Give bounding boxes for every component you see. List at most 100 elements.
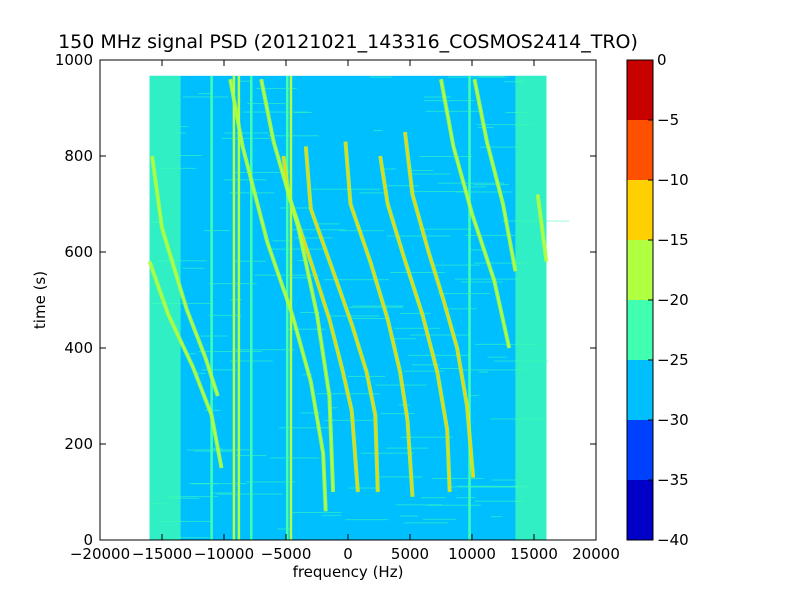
x-tick-label: 5000	[391, 545, 429, 563]
noise-streak	[157, 260, 207, 262]
noise-streak	[369, 76, 392, 78]
noise-streak	[473, 262, 530, 264]
noise-streak	[324, 419, 374, 421]
noise-streak	[380, 168, 397, 170]
noise-streak	[158, 520, 213, 522]
noise-streak	[256, 87, 297, 89]
colorbar-level	[627, 120, 653, 180]
noise-streak	[267, 135, 319, 137]
noise-streak	[194, 372, 206, 374]
signal-track	[151, 155, 219, 397]
noise-streak	[201, 369, 237, 371]
noise-streak	[352, 305, 404, 307]
y-axis: 0 200 400 600 800 1000	[55, 51, 596, 549]
noise-streak	[230, 299, 242, 301]
noise-streak	[468, 249, 485, 251]
noise-streak	[423, 96, 452, 98]
y-tick-label: 800	[64, 147, 93, 165]
signal-track	[473, 79, 517, 272]
noise-streak	[504, 81, 525, 83]
noise-streak	[246, 481, 296, 483]
noise-streak	[189, 483, 247, 485]
noise-streak	[454, 278, 521, 280]
noise-streak	[349, 487, 379, 489]
noise-streak	[211, 492, 233, 494]
noise-streak	[419, 156, 473, 158]
colorbar-tick-label: −30	[657, 411, 689, 429]
x-tick-label: 0	[343, 545, 353, 563]
noise-streak	[457, 485, 525, 487]
noise-streak	[474, 500, 524, 502]
noise-streak	[425, 110, 483, 112]
y-axis-label: time (s)	[31, 271, 49, 329]
noise-streak	[464, 234, 516, 236]
noise-streak	[399, 312, 432, 314]
noise-streak	[279, 427, 333, 429]
noise-streak	[424, 100, 475, 102]
noise-streak	[394, 327, 441, 329]
noise-streak	[490, 516, 502, 518]
colorbar-level	[627, 480, 653, 540]
noise-streak	[243, 111, 308, 113]
noise-streak	[185, 353, 197, 355]
noise-streak	[431, 477, 484, 479]
noise-streak	[380, 413, 415, 415]
noise-streak	[198, 351, 263, 353]
noise-streak	[269, 248, 328, 250]
noise-streak	[403, 522, 448, 524]
noise-streak	[204, 230, 230, 232]
edge-band	[515, 75, 547, 540]
x-tick-label: −5000	[261, 545, 312, 563]
noise-streak	[427, 504, 482, 506]
colorbar-tick-label: 0	[657, 51, 667, 69]
signal-track	[260, 79, 334, 493]
noise-streak	[233, 260, 266, 262]
noise-streak	[294, 237, 333, 239]
noise-streak	[403, 370, 444, 372]
noise-streak	[443, 308, 477, 310]
noise-streak	[270, 457, 320, 459]
colorbar-tick-label: −25	[657, 351, 689, 369]
x-tick-label: 20000	[572, 545, 620, 563]
noise-streak	[277, 528, 291, 530]
noise-streak	[360, 452, 414, 454]
noise-streak	[438, 293, 490, 295]
noise-streak	[182, 267, 205, 269]
colorbar-level	[627, 60, 653, 120]
noise-streak	[386, 235, 451, 237]
noise-streak	[439, 368, 463, 370]
noise-streak	[400, 436, 453, 438]
noise-streak	[287, 328, 326, 330]
noise-streak	[421, 497, 446, 499]
noise-streak	[224, 132, 269, 134]
colorbar-tick-label: −35	[657, 471, 689, 489]
x-tick-label: −15000	[132, 545, 192, 563]
signal-track	[536, 194, 548, 262]
x-tick-label: 15000	[510, 545, 558, 563]
noise-streak	[408, 354, 471, 356]
noise-streak	[190, 483, 218, 485]
y-tick-label: 600	[64, 243, 93, 261]
noise-streak	[410, 334, 471, 336]
noise-streak	[291, 511, 342, 513]
colorbar-tick-label: −20	[657, 291, 689, 309]
noise-streak	[279, 207, 314, 209]
noise-streak	[359, 192, 389, 194]
x-tick-label: 10000	[448, 545, 496, 563]
colorbar-level	[627, 240, 653, 300]
noise-streak	[468, 395, 479, 397]
noise-streak	[345, 519, 389, 521]
noise-streak	[290, 277, 310, 279]
noise-streak	[232, 349, 295, 351]
noise-streak	[373, 130, 383, 132]
noise-streak	[461, 281, 503, 283]
x-tick-label: −20000	[70, 545, 130, 563]
colorbar-level	[627, 300, 653, 360]
colorbar-level	[627, 180, 653, 240]
y-tick-label: 1000	[55, 51, 93, 69]
noise-streak	[491, 479, 516, 481]
noise-streak	[247, 103, 289, 105]
noise-streak	[193, 450, 233, 452]
